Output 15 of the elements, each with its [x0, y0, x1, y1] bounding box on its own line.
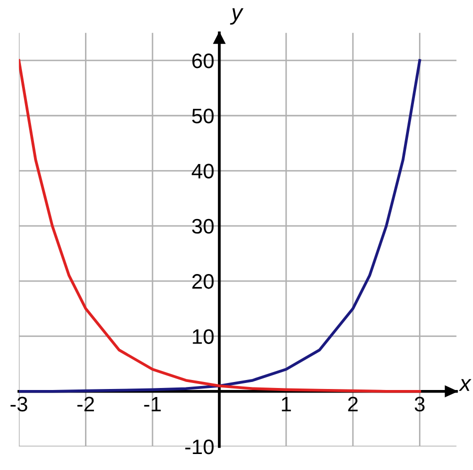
y-tick-label: 40 — [192, 164, 214, 179]
x-tick-label: 1 — [282, 396, 291, 412]
x-axis-title: x — [458, 379, 472, 391]
y-axis-title: y — [230, 8, 244, 25]
y-tick-label: 20 — [192, 274, 214, 289]
x-tick-label: -3 — [10, 396, 28, 412]
y-tick-label: -10 — [185, 440, 214, 454]
x-tick-label: -1 — [144, 396, 161, 412]
y-tick-label: 10 — [192, 329, 214, 344]
x-tick-label: 2 — [348, 396, 358, 412]
x-tick-label: 3 — [414, 396, 425, 412]
y-tick-label: 50 — [192, 108, 214, 124]
y-tick-label: 30 — [192, 218, 214, 234]
x-tick-label: -2 — [77, 396, 94, 412]
y-tick-label: 60 — [192, 53, 214, 68]
